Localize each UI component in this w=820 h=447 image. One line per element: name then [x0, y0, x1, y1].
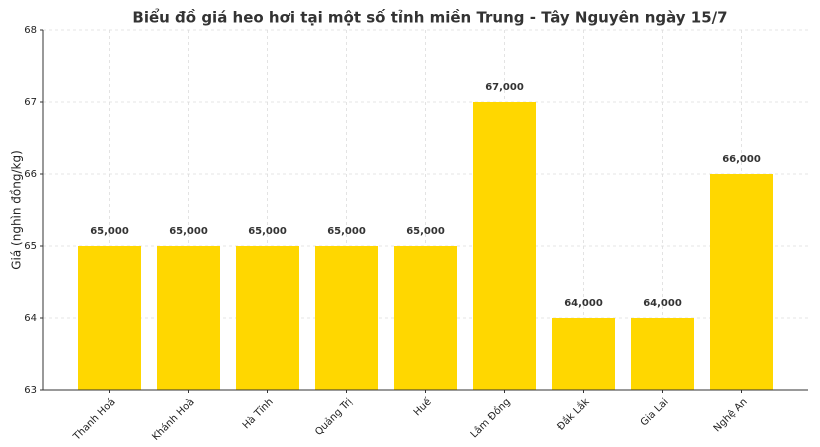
y-axis-label: Giá (nghìn đồng/kg) — [10, 150, 24, 270]
bar — [315, 246, 378, 390]
y-tick-label: 63 — [24, 385, 37, 396]
value-label: 64,000 — [643, 298, 682, 309]
bar — [631, 318, 694, 390]
y-tick-label: 66 — [24, 169, 37, 180]
value-label: 65,000 — [90, 226, 129, 237]
x-tick-label: Đắk Lắk — [554, 395, 592, 433]
value-label: 65,000 — [248, 226, 287, 237]
value-label: 65,000 — [169, 226, 208, 237]
chart-title: Biểu đồ giá heo hơi tại một số tỉnh miền… — [132, 8, 727, 27]
bar — [157, 246, 220, 390]
x-tick-label: Huế — [411, 395, 434, 418]
bar — [710, 174, 773, 390]
x-tick-label: Nghệ An — [711, 396, 750, 435]
value-label: 65,000 — [406, 226, 445, 237]
value-label: 67,000 — [485, 82, 524, 93]
y-tick-label: 64 — [24, 313, 37, 324]
value-label: 66,000 — [722, 154, 761, 165]
bar — [552, 318, 615, 390]
bar — [473, 102, 536, 390]
x-tick-label: Gia Lai — [639, 396, 671, 428]
bar — [78, 246, 141, 390]
x-tick-label: Thanh Hoá — [70, 396, 118, 444]
value-label: 65,000 — [327, 226, 366, 237]
bar — [236, 246, 299, 390]
x-tick-label: Lâm Đồng — [468, 396, 513, 441]
value-label: 64,000 — [564, 298, 603, 309]
x-tick-label: Quảng Trị — [313, 396, 355, 438]
bar — [394, 246, 457, 390]
x-tick-label: Khánh Hoà — [150, 396, 197, 443]
y-tick-label: 67 — [24, 97, 37, 108]
y-tick-label: 68 — [24, 25, 37, 36]
x-tick-label: Hà Tĩnh — [240, 396, 276, 432]
y-tick-label: 65 — [24, 241, 37, 252]
